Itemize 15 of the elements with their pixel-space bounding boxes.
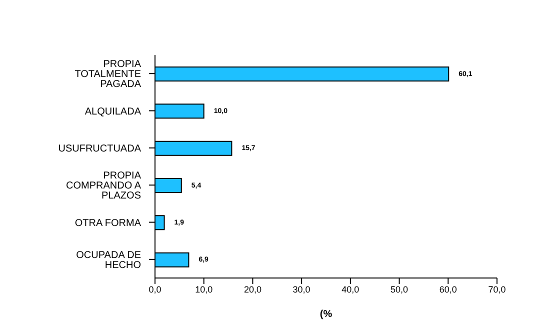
x-tick-label: 10,0	[195, 284, 213, 294]
y-tick-label: OCUPADA DE HECHO	[76, 250, 142, 271]
y-tick-label: PROPIA COMPRANDO A PLAZOS	[66, 170, 142, 202]
x-axis-title: (%	[320, 309, 332, 320]
x-tick-label: 20,0	[244, 284, 262, 294]
x-tick-label: 40,0	[342, 284, 360, 294]
x-tick-label: 30,0	[292, 284, 310, 294]
x-tick-label: 50,0	[390, 284, 408, 294]
y-tick-label: ALQUILADA	[84, 106, 142, 118]
x-tick-label: 0,0	[148, 284, 162, 294]
x-tick-label: 70,0	[488, 284, 506, 294]
y-tick-label: PROPIA TOTALMENTE PAGADA	[74, 59, 142, 90]
y-tick-label: USUFRUCTUADA	[58, 143, 142, 154]
y-tick-label: OTRA FORMA	[74, 218, 142, 229]
x-tick-label: 60,0	[439, 284, 457, 294]
